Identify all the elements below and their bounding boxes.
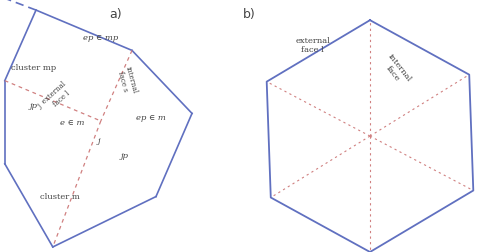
Text: jp: jp: [30, 102, 38, 110]
Text: ep ∈ m: ep ∈ m: [136, 114, 166, 122]
Text: b): b): [242, 8, 256, 21]
Text: e ∈ m: e ∈ m: [60, 119, 84, 128]
Text: internal
face s: internal face s: [116, 65, 139, 96]
Text: cluster mp: cluster mp: [11, 64, 56, 72]
Text: a): a): [109, 8, 122, 21]
Text: jp: jp: [121, 152, 129, 160]
Text: ep ∈ mp: ep ∈ mp: [83, 34, 118, 42]
Text: internal
face: internal face: [379, 52, 413, 89]
Text: cluster m: cluster m: [40, 193, 80, 201]
Text: j: j: [97, 137, 100, 145]
Text: j  external
    face l: j external face l: [36, 80, 74, 117]
Text: external
face l: external face l: [296, 37, 330, 54]
